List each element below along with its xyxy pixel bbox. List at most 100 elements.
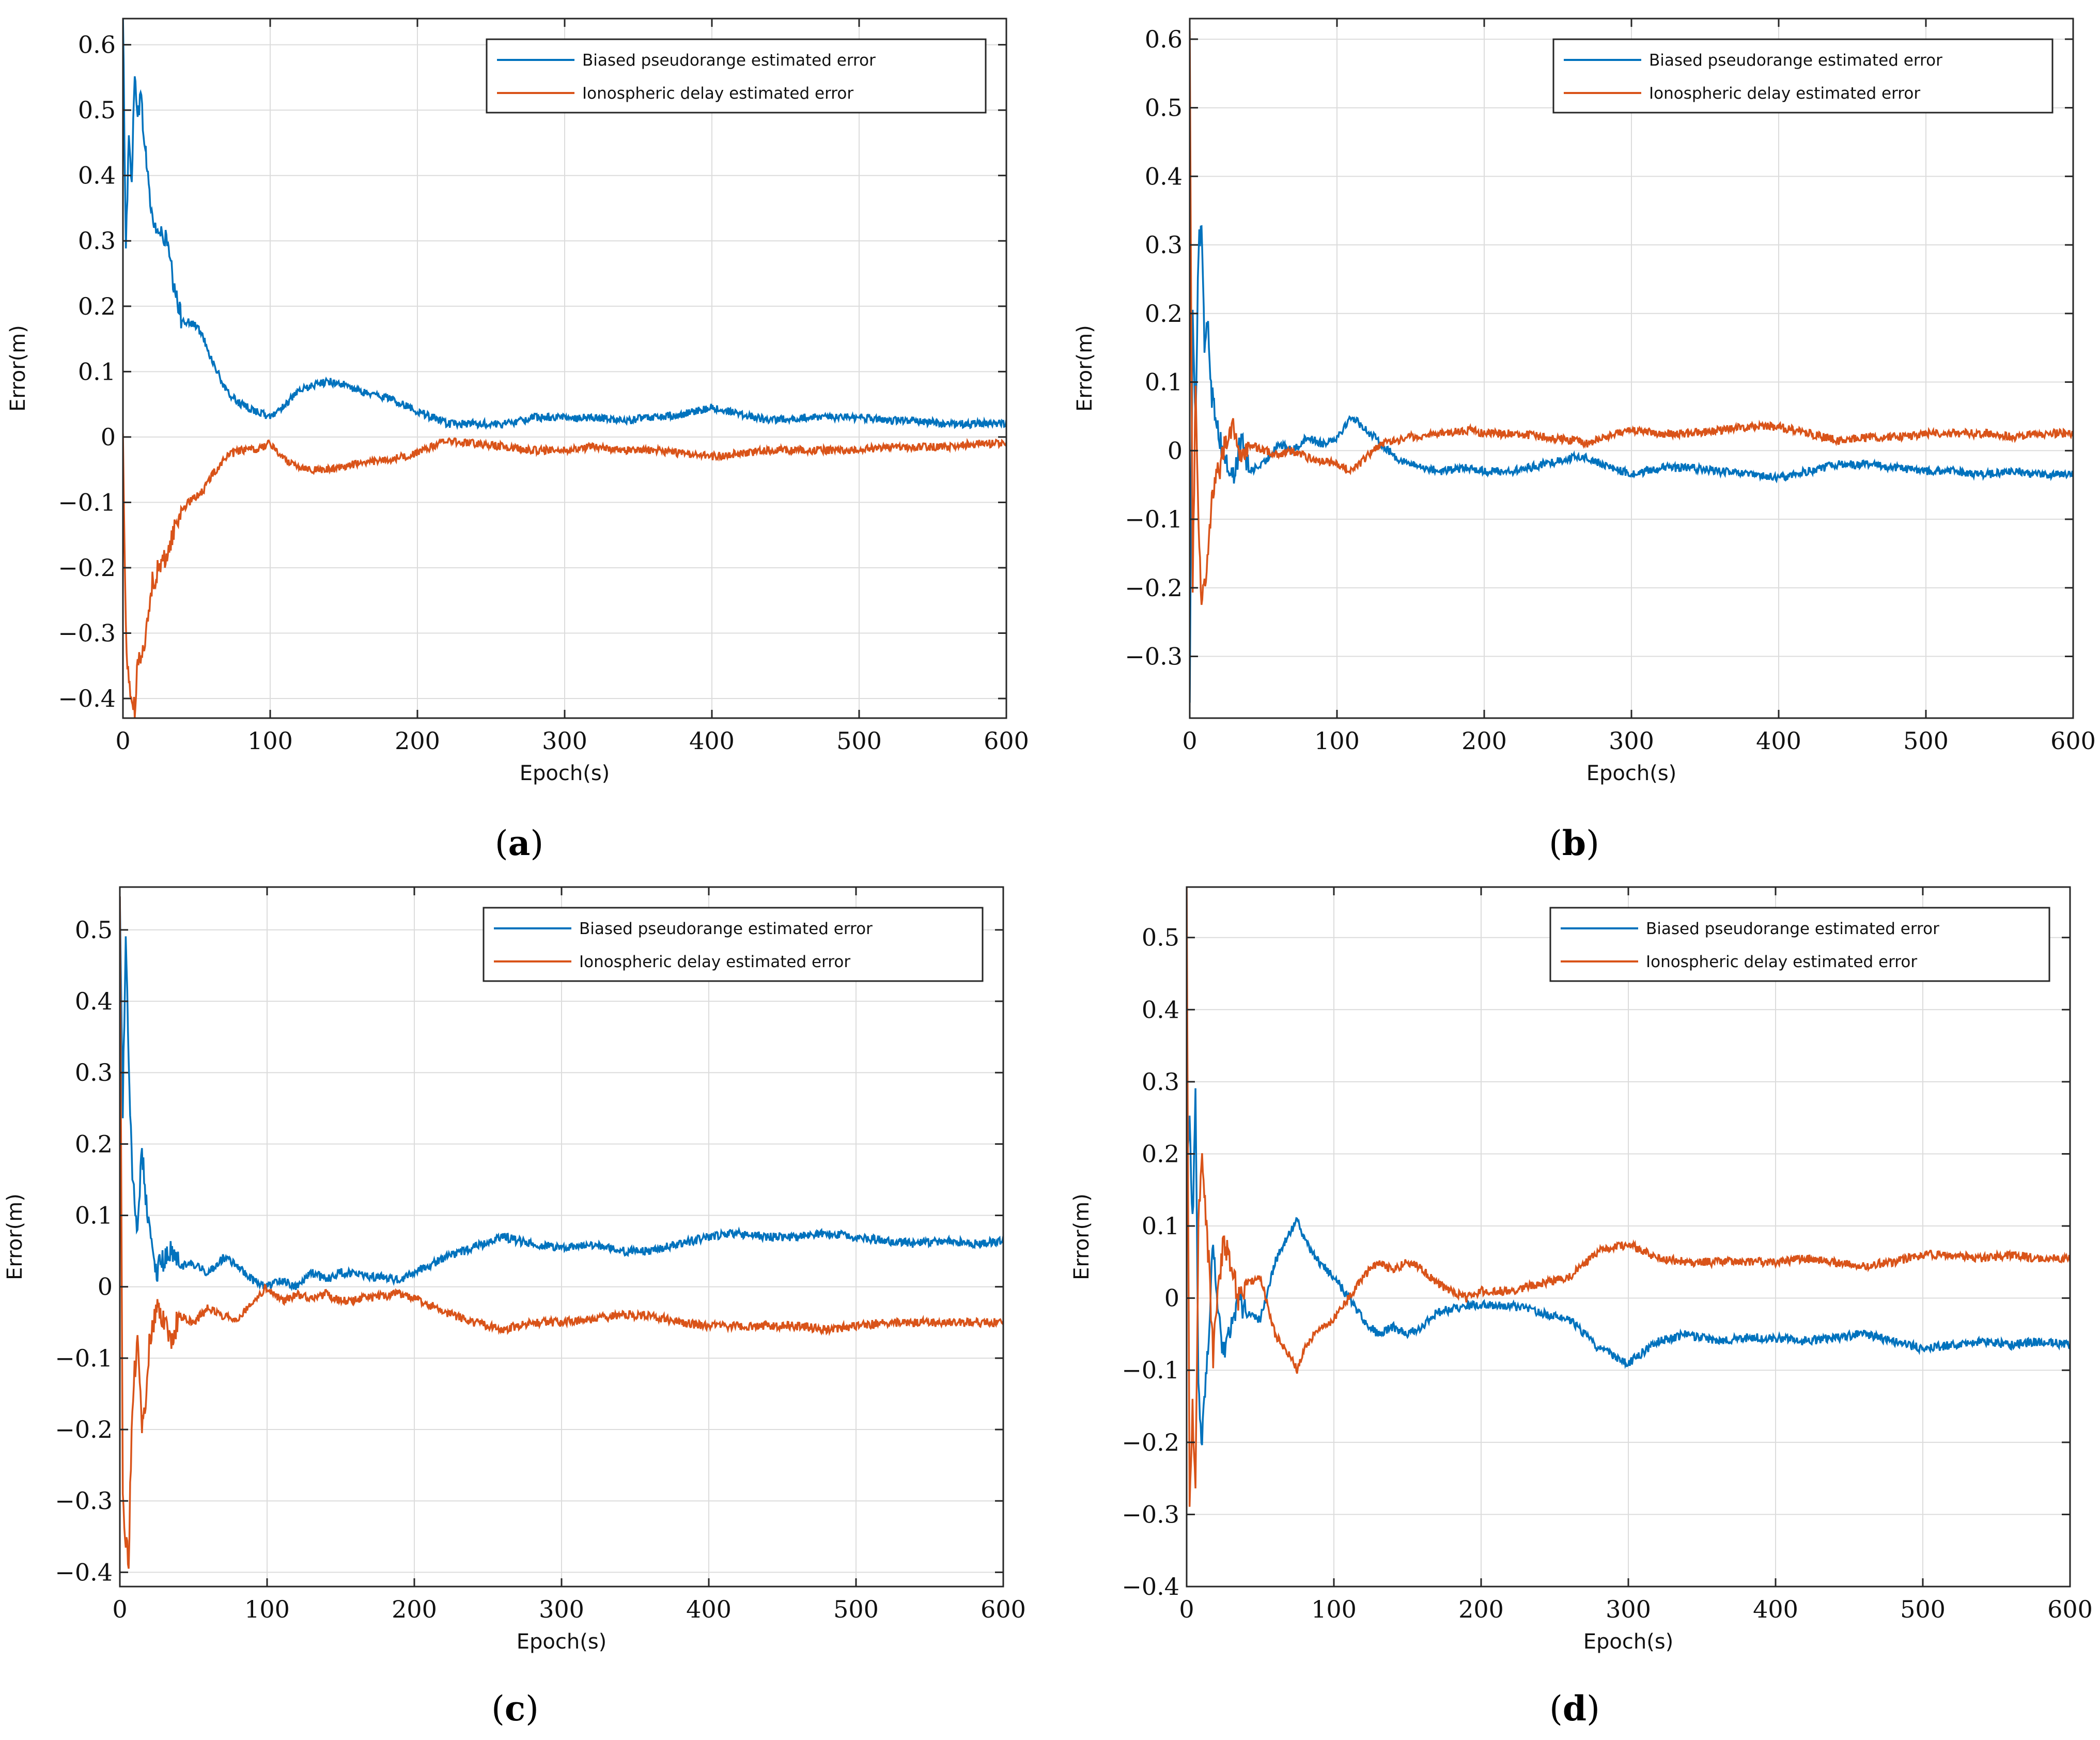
- y-tick-label: −0.1: [1122, 1356, 1179, 1384]
- legend-entry: Ionospheric delay estimated error: [1646, 953, 1917, 971]
- y-tick-label: −0.3: [58, 619, 116, 647]
- y-tick-label: −0.2: [1125, 574, 1183, 602]
- legend-entry: Ionospheric delay estimated error: [582, 84, 853, 103]
- legend-entry: Biased pseudorange estimated error: [1649, 51, 1942, 70]
- legend: Biased pseudorange estimated error Ionosp…: [486, 38, 987, 114]
- x-tick-label: 300: [539, 1595, 584, 1623]
- y-axis-label: Error(m): [6, 325, 30, 412]
- y-tick-label: −0.3: [55, 1487, 113, 1515]
- x-tick-label: 200: [392, 1595, 437, 1623]
- x-axis-label: Epoch(s): [1586, 762, 1677, 785]
- legend: Biased pseudorange estimated error Ionosp…: [1552, 38, 2054, 114]
- y-tick-label: 0.2: [1142, 1140, 1179, 1168]
- x-tick-label: 200: [395, 727, 440, 755]
- x-tick-label: 400: [1753, 1595, 1798, 1623]
- y-axis-label: Error(m): [1070, 1193, 1094, 1280]
- chart-panel-d: 0 100 200 300 400 500 600 −0.4 −0.3 −0.2 −0.1 0 0.1 0…: [1070, 886, 2093, 1729]
- x-tick-label: 100: [244, 1595, 290, 1623]
- x-tick-label: 500: [836, 727, 882, 755]
- chart-panel-c: 0 100 200 300 400 500 600 −0.4 −0.3 −0.2 −0.1 0 0.1 0…: [3, 886, 1026, 1729]
- panel-label: (d): [1549, 1688, 1600, 1729]
- x-tick-label: 300: [542, 727, 587, 755]
- y-tick-label: 0.4: [78, 162, 116, 190]
- legend-entry: Ionospheric delay estimated error: [1649, 84, 1920, 103]
- y-tick-label: 0.1: [75, 1202, 113, 1230]
- y-tick-label: 0.5: [1145, 94, 1183, 122]
- y-tick-label: −0.2: [55, 1416, 113, 1443]
- x-tick-label: 600: [2047, 1595, 2093, 1623]
- x-tick-label: 500: [1903, 727, 1949, 755]
- legend-box: [1549, 907, 2050, 982]
- y-tick-label: −0.4: [58, 685, 116, 712]
- x-tick-label: 0: [1182, 727, 1197, 755]
- series-line-biased-pseudorange: [123, 19, 1006, 430]
- y-tick-label: −0.1: [1125, 505, 1183, 533]
- x-tick-label: 400: [689, 727, 735, 755]
- y-tick-label: 0.3: [1145, 231, 1183, 259]
- y-tick-label: −0.3: [1122, 1500, 1179, 1528]
- y-tick-label: 0.6: [78, 31, 116, 59]
- x-tick-label: 300: [1609, 727, 1654, 755]
- x-tick-label: 200: [1458, 1595, 1504, 1623]
- y-tick-label: 0.1: [1142, 1212, 1179, 1240]
- series-line-biased-pseudorange: [1190, 225, 2073, 703]
- y-tick-label: 0: [98, 1273, 113, 1301]
- y-tick-label: 0: [101, 423, 116, 451]
- legend-box: [486, 38, 987, 114]
- y-tick-label: 0.5: [75, 916, 113, 944]
- y-tick-label: 0.2: [75, 1130, 113, 1158]
- panel-label: (b): [1549, 823, 1599, 863]
- y-tick-label: 0.6: [1145, 25, 1183, 53]
- x-tick-label: 400: [686, 1595, 732, 1623]
- y-tick-label: 0: [1164, 1284, 1179, 1312]
- legend: Biased pseudorange estimated error Ionosp…: [1549, 907, 2050, 982]
- y-tick-label: 0.4: [75, 987, 113, 1015]
- y-tick-label: −0.4: [1122, 1573, 1179, 1601]
- y-tick-label: −0.2: [1122, 1428, 1179, 1456]
- series-line-biased-pseudorange: [120, 896, 1003, 1292]
- x-tick-label: 0: [112, 1595, 127, 1623]
- y-tick-label: −0.1: [55, 1344, 113, 1372]
- series-line-biased-pseudorange: [1187, 1088, 2070, 1446]
- legend-entry: Biased pseudorange estimated error: [582, 51, 876, 70]
- x-tick-label: 500: [1900, 1595, 1946, 1623]
- x-tick-label: 100: [1311, 1595, 1357, 1623]
- series-line-ionospheric-delay: [123, 433, 1006, 718]
- x-tick-label: 600: [981, 1595, 1026, 1623]
- legend-entry: Biased pseudorange estimated error: [579, 920, 873, 938]
- y-axis-label: Error(m): [1073, 325, 1097, 412]
- y-tick-label: 0.2: [78, 292, 116, 320]
- y-tick-label: 0.5: [78, 96, 116, 124]
- series-line-ionospheric-delay: [120, 896, 1003, 1569]
- y-tick-label: 0: [1168, 437, 1183, 464]
- legend-entry: Ionospheric delay estimated error: [579, 953, 850, 971]
- y-tick-label: 0.3: [1142, 1068, 1179, 1096]
- x-axis-label: Epoch(s): [517, 1630, 607, 1654]
- panel-label: (c): [491, 1688, 539, 1729]
- y-tick-label: −0.1: [58, 488, 116, 516]
- y-tick-label: 0.4: [1142, 996, 1179, 1023]
- legend-box: [1552, 38, 2054, 114]
- x-tick-label: 500: [833, 1595, 879, 1623]
- panel-label: (a): [495, 823, 543, 863]
- x-tick-label: 600: [2050, 727, 2096, 755]
- legend-entry: Biased pseudorange estimated error: [1646, 920, 1939, 938]
- x-axis-label: Epoch(s): [1583, 1630, 1674, 1654]
- series-line-ionospheric-delay: [1187, 887, 2070, 1507]
- x-tick-label: 600: [984, 727, 1029, 755]
- x-tick-label: 0: [115, 727, 130, 755]
- x-tick-label: 300: [1606, 1595, 1651, 1623]
- y-tick-label: 0.1: [1145, 368, 1183, 396]
- x-tick-label: 100: [1314, 727, 1360, 755]
- y-tick-label: 0.5: [1142, 924, 1179, 952]
- y-tick-label: 0.4: [1145, 162, 1183, 190]
- y-tick-label: 0.1: [78, 358, 116, 385]
- chart-panel-b: 0 100 200 300 400 500 600 −0.3 −0.2 −0.1 0 0.1 0.2 0.…: [1073, 18, 2096, 863]
- x-tick-label: 200: [1461, 727, 1507, 755]
- y-tick-label: 0.2: [1145, 300, 1183, 328]
- series-line-ionospheric-delay: [1190, 30, 2073, 605]
- y-tick-label: 0.3: [78, 227, 116, 255]
- x-tick-label: 400: [1756, 727, 1801, 755]
- chart-panel-a: 0 100 200 300 400 500 600 −0.4 −0.3 −0.2 −0.1 0 0.1 0…: [6, 18, 1029, 863]
